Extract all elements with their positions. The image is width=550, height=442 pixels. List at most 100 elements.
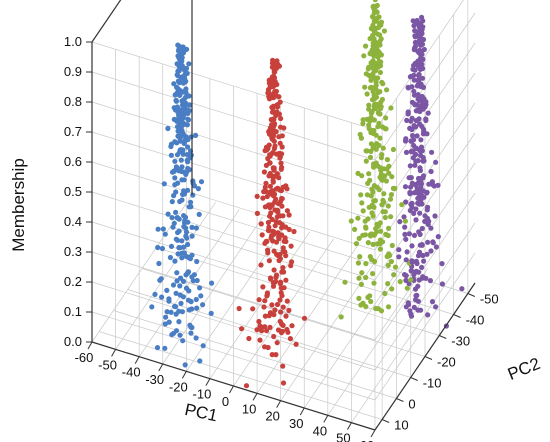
data-point-series-4 — [411, 72, 417, 78]
data-point-series-4 — [409, 259, 415, 265]
data-point-series-3 — [368, 298, 374, 305]
data-point-series-3 — [380, 145, 386, 151]
data-point-series-1 — [197, 358, 203, 364]
data-point-series-2 — [278, 290, 284, 296]
data-point-series-2 — [276, 111, 282, 117]
data-point-series-3 — [363, 261, 369, 267]
x-tick-mark — [87, 341, 93, 350]
data-point-series-1 — [162, 231, 168, 237]
data-point-series-1 — [185, 165, 191, 172]
x-tick-label: 30 — [289, 416, 303, 431]
data-point-series-3 — [377, 63, 384, 69]
data-point-series-3 — [374, 184, 380, 190]
data-point-series-3 — [385, 203, 391, 209]
data-point-series-1 — [173, 189, 179, 195]
data-point-series-1 — [169, 215, 175, 221]
data-point-series-2 — [256, 318, 262, 325]
x-tick-label: -40 — [122, 365, 141, 380]
data-point-series-4 — [411, 210, 417, 216]
data-point-series-2 — [256, 297, 262, 303]
data-point-series-2 — [259, 232, 265, 238]
data-point-series-4 — [459, 286, 465, 292]
x-tick-label: 40 — [313, 423, 327, 438]
data-point-series-3 — [374, 101, 380, 107]
data-point-series-4 — [404, 249, 410, 255]
data-point-series-4 — [435, 234, 441, 240]
data-point-series-3 — [378, 171, 384, 177]
data-point-series-2 — [273, 239, 280, 245]
data-point-series-3 — [367, 51, 373, 57]
data-point-series-2 — [243, 383, 250, 389]
data-point-series-1 — [183, 285, 190, 291]
data-point-series-2 — [266, 142, 272, 148]
data-point-series-1 — [172, 258, 178, 264]
x-tick-label: -50 — [98, 357, 117, 372]
gridline-side-z — [374, 0, 464, 131]
data-point-series-1 — [174, 270, 180, 276]
x-tick-mark — [370, 429, 376, 438]
data-point-series-1 — [172, 92, 178, 98]
data-point-series-1 — [176, 319, 182, 325]
data-point-series-2 — [265, 219, 271, 226]
data-point-series-1 — [155, 226, 161, 232]
data-point-series-4 — [408, 138, 414, 144]
data-point-series-1 — [193, 296, 199, 303]
data-point-series-3 — [338, 314, 344, 320]
data-point-series-2 — [283, 277, 289, 283]
data-point-series-3 — [374, 141, 380, 147]
data-point-series-3 — [376, 24, 382, 30]
data-point-series-2 — [283, 238, 289, 245]
tick-layer: 0.00.10.20.30.40.50.60.70.80.91.0-60 -50-… — [64, 34, 499, 442]
data-point-series-3 — [369, 186, 375, 192]
data-point-series-3 — [366, 102, 372, 108]
data-point-series-3 — [379, 96, 385, 103]
gridline-back-z — [91, 311, 376, 401]
data-point-series-3 — [358, 135, 364, 141]
data-point-series-3 — [363, 71, 369, 77]
data-point-series-4 — [422, 213, 428, 219]
data-point-series-1 — [208, 310, 214, 316]
data-point-series-2 — [280, 363, 286, 369]
data-point-series-1 — [175, 48, 182, 54]
data-point-series-1 — [179, 177, 185, 183]
data-point-series-4 — [409, 243, 415, 249]
data-point-series-4 — [396, 247, 402, 253]
data-point-series-3 — [386, 163, 392, 169]
data-point-series-1 — [169, 169, 176, 175]
data-point-series-1 — [158, 276, 164, 282]
data-point-series-4 — [417, 40, 423, 47]
data-point-series-1 — [179, 102, 186, 108]
data-point-series-2 — [265, 250, 271, 256]
data-point-series-4 — [428, 248, 434, 254]
data-point-series-4 — [403, 273, 409, 279]
data-point-series-4 — [425, 312, 431, 318]
data-point-series-2 — [280, 265, 286, 271]
data-point-series-2 — [269, 74, 275, 80]
data-point-series-2 — [270, 103, 277, 109]
data-point-series-4 — [406, 301, 412, 308]
data-point-series-2 — [288, 243, 294, 249]
data-point-series-3 — [363, 158, 369, 164]
data-point-series-4 — [418, 152, 424, 159]
data-point-series-1 — [159, 245, 165, 252]
data-point-series-3 — [363, 274, 369, 281]
x-tick-mark — [158, 363, 164, 372]
data-point-series-1 — [189, 233, 195, 239]
data-point-series-2 — [270, 129, 276, 136]
data-point-series-4 — [416, 116, 422, 122]
data-point-series-4 — [430, 240, 436, 246]
data-point-series-1 — [172, 175, 178, 181]
data-point-series-3 — [383, 126, 389, 132]
data-point-series-4 — [424, 251, 430, 257]
data-point-series-1 — [175, 86, 181, 92]
data-point-series-1 — [179, 250, 185, 256]
data-point-series-2 — [278, 115, 284, 122]
data-point-series-4 — [414, 292, 420, 298]
data-point-series-3 — [402, 218, 408, 224]
data-point-series-3 — [382, 214, 388, 221]
data-point-series-3 — [369, 231, 375, 237]
data-point-series-1 — [168, 152, 174, 158]
data-point-series-1 — [188, 199, 194, 205]
data-point-series-4 — [424, 207, 430, 213]
data-point-series-2 — [263, 188, 269, 195]
